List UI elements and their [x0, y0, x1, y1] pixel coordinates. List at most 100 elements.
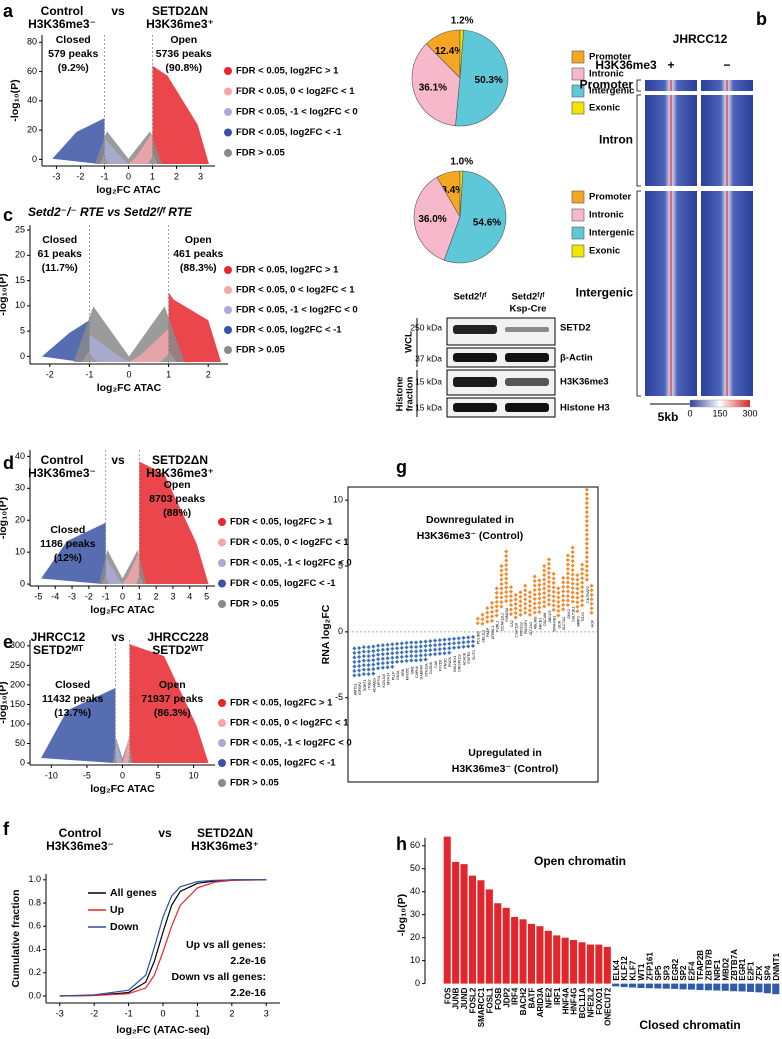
point-cloud: [129, 644, 209, 763]
gene-dots: [584, 487, 590, 583]
gene-dots: [437, 637, 443, 657]
lane-header: Setd2ᶠ/ᶠ: [453, 292, 487, 303]
gene-label: ABCB1: [538, 618, 542, 630]
gene-dots: [503, 549, 509, 604]
gene-dots: [470, 634, 476, 649]
title-left: JHRCC12: [31, 630, 86, 644]
gene-dots: [370, 644, 376, 677]
legend-label: FDR > 0.05: [230, 599, 280, 610]
point-cloud: [41, 688, 116, 763]
x-tick-label: -3: [68, 591, 76, 601]
gene-label: PNOC: [443, 658, 447, 669]
panel-letter: h: [396, 834, 407, 854]
legend-label: Exonic: [589, 103, 620, 114]
closed-annotation: 1186 peaks: [40, 538, 96, 550]
point-cloud: [139, 461, 209, 584]
gene-label: DKK2: [567, 609, 571, 618]
panel-letter: b: [756, 9, 767, 29]
bar: [772, 983, 780, 995]
legend-swatch: [571, 84, 585, 98]
open-annotation: (90.8%): [165, 62, 202, 74]
legend-label: FDR > 0.05: [230, 778, 280, 789]
x-tick-label: DNMT1: [772, 953, 781, 981]
point-cloud: [115, 738, 123, 763]
closed-annotation: (12%): [54, 552, 82, 564]
legend-label: All genes: [110, 887, 157, 899]
gene-dots: [399, 640, 405, 664]
bar: [485, 889, 493, 984]
row-label: Promoter: [580, 78, 634, 92]
y-tick-label: 0: [20, 757, 25, 767]
panel-letter: c: [3, 205, 13, 225]
y-tick-label: 20: [27, 125, 37, 135]
x-tick-label: SP2: [679, 965, 688, 981]
gene-label: DCAF12L2: [500, 613, 504, 631]
gene-dots: [579, 562, 585, 608]
closed-annotation: 61 peaks: [38, 248, 83, 260]
y-axis-label: -log₁₀(P): [0, 497, 9, 539]
bar: [527, 923, 536, 984]
bar: [603, 946, 611, 984]
gene-label: MYH14: [387, 673, 391, 685]
gene-dots: [589, 583, 595, 616]
y-tick-label: 0: [415, 978, 420, 988]
legend-label: FDR < 0.05, log2FC > 1: [230, 517, 333, 528]
column-label: −: [723, 58, 730, 72]
legend-label: FDR > 0.05: [236, 345, 286, 356]
legend-swatch: [571, 101, 585, 115]
y-tick-label: 1.0: [28, 874, 41, 884]
x-tick-label: -1: [125, 1008, 133, 1018]
bar: [519, 919, 527, 984]
heatmap-block: [645, 95, 697, 186]
bar: [645, 983, 653, 989]
gene-dots: [413, 640, 419, 663]
y-tick-label: 5: [338, 560, 343, 570]
y-tick-label: 150: [10, 699, 25, 709]
pie-slice: [459, 170, 464, 218]
legend-marker: [218, 699, 226, 707]
x-tick-label: MBD2: [721, 957, 730, 980]
x-tick-label: FOSL1: [485, 987, 494, 1013]
pie-slice: [411, 43, 461, 127]
legend-marker: [224, 87, 232, 96]
gene-label: ADAM23: [372, 678, 376, 692]
title-left: SETD2ᴹᵀ: [33, 643, 83, 657]
legend-label: FDR < 0.05, -1 < log2FC < 0: [230, 558, 352, 569]
bar: [468, 875, 477, 984]
title-left: H3K36me3⁻: [28, 466, 96, 480]
gene-label: PNCK: [448, 656, 452, 667]
cdf-line: [59, 879, 267, 997]
title-right: SETD2ᵂᵀ: [152, 643, 204, 657]
title-left: Control: [41, 4, 84, 18]
x-tick-label: KLF12: [620, 956, 629, 981]
x-tick-label: JUND: [460, 987, 469, 1009]
legend-marker: [218, 739, 226, 747]
title-left: Control: [59, 826, 102, 840]
y-tick-label: -5: [335, 692, 343, 702]
title-vs: vs: [111, 630, 125, 644]
bar: [561, 937, 569, 984]
annotation: Downregulated in: [426, 514, 514, 526]
gene-label: CNTNAP2: [586, 586, 590, 603]
gene-dots: [432, 638, 438, 657]
bar: [704, 983, 712, 991]
legend-label: Intronic: [589, 210, 624, 221]
gene-dots: [508, 584, 514, 617]
legend-label: Promoter: [589, 52, 632, 63]
legend-label: Exonic: [589, 246, 620, 257]
x-axis-label: log₂FC ATAC: [90, 604, 155, 616]
y-tick-label: 60: [410, 840, 420, 850]
lane-header: Ksp-Cre: [510, 304, 547, 315]
gene-label: NPTX1: [377, 675, 381, 687]
open-annotation: Open: [170, 34, 197, 46]
x-tick-label: -1: [100, 171, 108, 181]
gene-dots: [551, 571, 557, 613]
x-tick-label: -5: [34, 591, 42, 601]
bar: [755, 983, 763, 993]
band: [505, 403, 549, 412]
title-right: JHRCC228: [147, 630, 209, 644]
bar: [763, 983, 771, 994]
closed-annotation: Closed: [56, 34, 91, 46]
gene-label: DSCAM: [543, 613, 547, 626]
y-axis-label: Cumulative fraction: [10, 889, 22, 987]
